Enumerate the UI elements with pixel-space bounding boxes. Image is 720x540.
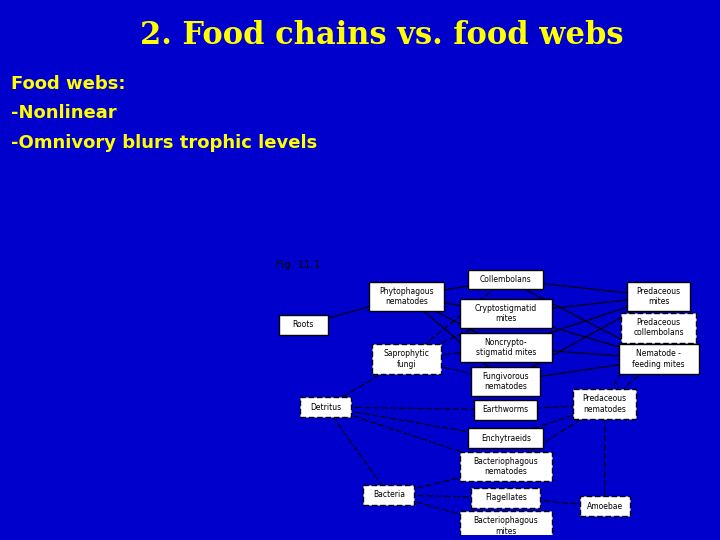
Text: Predaceous
mites: Predaceous mites [636, 287, 681, 306]
FancyBboxPatch shape [474, 400, 537, 420]
Text: Detritus: Detritus [310, 402, 341, 411]
Text: Predaceous
nematodes: Predaceous nematodes [582, 395, 627, 414]
FancyBboxPatch shape [621, 313, 696, 342]
Text: Predaceous
collembolans: Predaceous collembolans [634, 318, 684, 338]
Text: Bacteriophagous
mites: Bacteriophagous mites [474, 516, 538, 536]
FancyBboxPatch shape [459, 511, 552, 540]
Text: -Omnivory blurs trophic levels: -Omnivory blurs trophic levels [11, 134, 317, 152]
Text: Roots: Roots [292, 320, 314, 329]
Text: Food webs:: Food webs: [11, 75, 125, 93]
Text: Fungivorous
nematodes: Fungivorous nematodes [482, 372, 529, 391]
FancyBboxPatch shape [573, 389, 636, 419]
FancyBboxPatch shape [363, 485, 415, 505]
FancyBboxPatch shape [627, 281, 690, 312]
Text: Bacteria: Bacteria [373, 490, 405, 500]
Text: Collembolans: Collembolans [480, 275, 531, 284]
Text: Saprophytic
fungi: Saprophytic fungi [384, 349, 430, 368]
FancyBboxPatch shape [472, 367, 540, 396]
FancyBboxPatch shape [459, 299, 552, 328]
Text: Nematode -
feeding mites: Nematode - feeding mites [632, 349, 685, 368]
FancyBboxPatch shape [472, 488, 540, 508]
FancyBboxPatch shape [372, 344, 441, 374]
Text: Phytophagous
nematodes: Phytophagous nematodes [379, 287, 434, 306]
FancyBboxPatch shape [369, 281, 444, 312]
Text: Noncrypto-
stigmatid mites: Noncrypto- stigmatid mites [476, 338, 536, 357]
Text: Fig. 11.1: Fig. 11.1 [276, 260, 321, 269]
Text: Cryptostigmatid
mites: Cryptostigmatid mites [474, 304, 537, 323]
Text: -Nonlinear: -Nonlinear [11, 104, 117, 123]
Text: Enchytraeids: Enchytraeids [481, 434, 531, 443]
FancyBboxPatch shape [300, 397, 351, 417]
Text: Flagellates: Flagellates [485, 493, 527, 502]
Text: Amoebae: Amoebae [587, 502, 623, 511]
Text: Bacteriophagous
nematodes: Bacteriophagous nematodes [474, 457, 538, 476]
FancyBboxPatch shape [469, 428, 543, 448]
FancyBboxPatch shape [459, 451, 552, 482]
FancyBboxPatch shape [469, 269, 543, 289]
Text: Earthworms: Earthworms [482, 406, 529, 414]
FancyBboxPatch shape [580, 496, 629, 516]
FancyBboxPatch shape [618, 344, 699, 374]
Text: 2. Food chains vs. food webs: 2. Food chains vs. food webs [140, 19, 624, 51]
FancyBboxPatch shape [459, 333, 552, 362]
FancyBboxPatch shape [279, 315, 328, 335]
